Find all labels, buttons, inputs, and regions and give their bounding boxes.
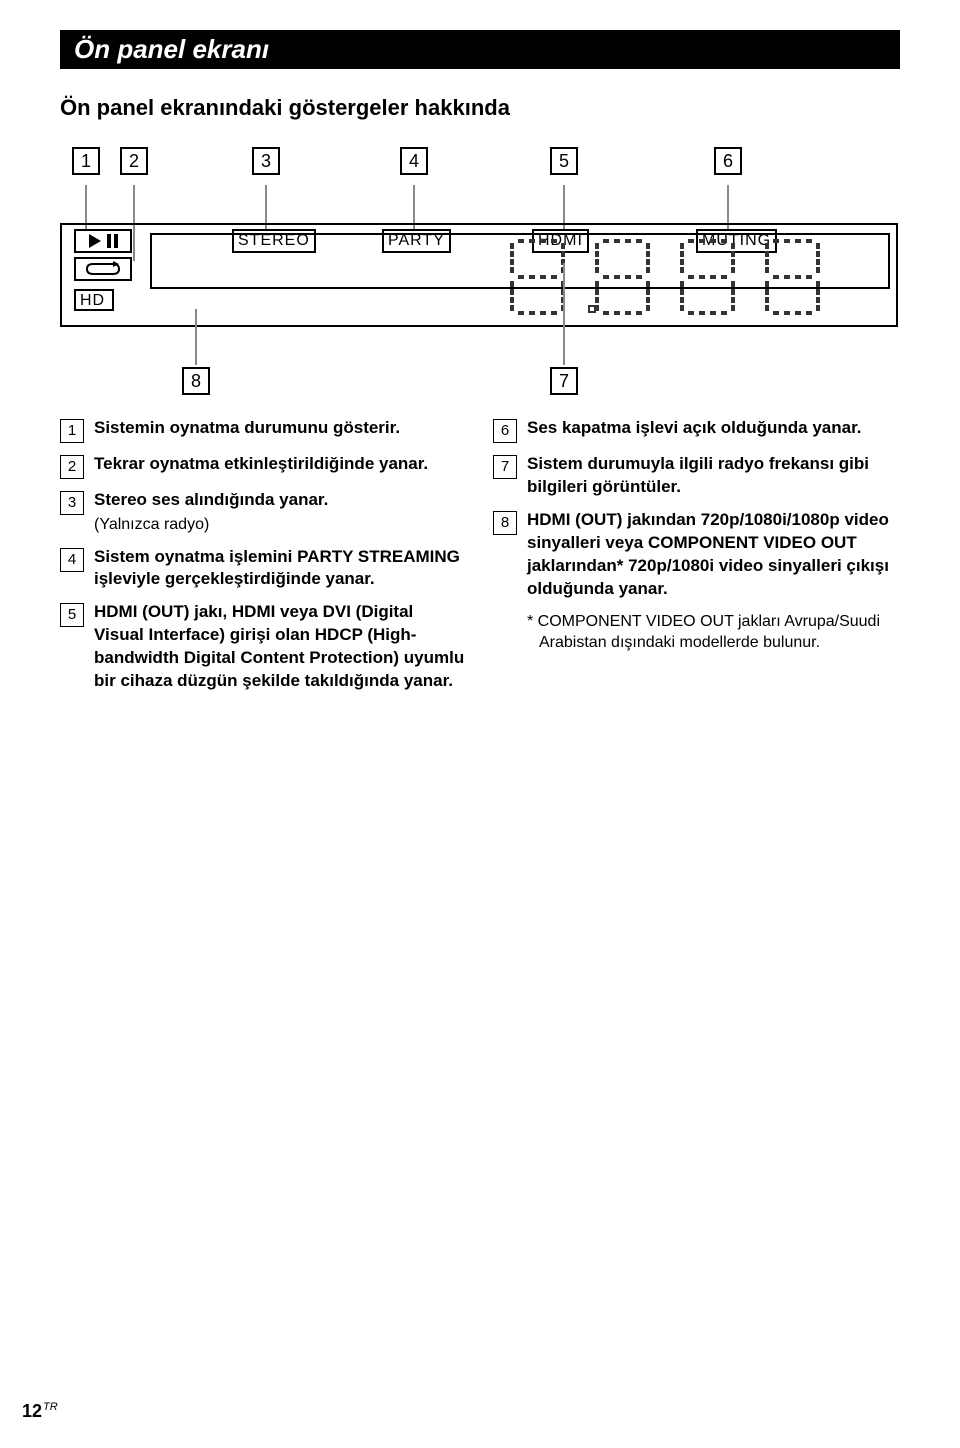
item-8: 8 HDMI (OUT) jakından 720p/1080i/1080p v… [493,509,900,601]
item-5-text: HDMI (OUT) jakı, HDMI veya DVI (Digital … [94,601,467,693]
decimal-dot [588,305,596,313]
item-6-number: 6 [493,419,517,443]
callout-8: 8 [182,367,210,395]
descriptions-right: 6 Ses kapatma işlevi açık olduğunda yana… [493,417,900,703]
page-subtitle: Ön panel ekranındaki göstergeler hakkınd… [60,95,900,121]
callout-5: 5 [550,147,578,175]
repeat-icon [74,257,132,281]
item-4-number: 4 [60,548,84,572]
callout-7: 7 [550,367,578,395]
item-8-number: 8 [493,511,517,535]
callouts-top: 1 2 3 4 5 6 [60,147,900,187]
item-2-text: Tekrar oynatma etkinleştirildiğinde yana… [94,453,467,479]
item-1: 1 Sistemin oynatma durumunu gösterir. [60,417,467,443]
seven-segment-display [510,239,820,315]
item-2-number: 2 [60,455,84,479]
item-7-number: 7 [493,455,517,479]
item-5-number: 5 [60,603,84,627]
play-pause-icon [74,229,132,253]
item-1-number: 1 [60,419,84,443]
page-number: 12TR [22,1401,58,1422]
item-1-text: Sistemin oynatma durumunu gösterir. [94,417,467,443]
callout-6: 6 [714,147,742,175]
hd-indicator: HD [74,289,114,311]
item-4: 4 Sistem oynatma işlemini PARTY STREAMIN… [60,546,467,592]
descriptions: 1 Sistemin oynatma durumunu gösterir. 2 … [60,417,900,703]
item-7-text: Sistem durumuyla ilgili radyo frekansı g… [527,453,900,499]
item-4-text: Sistem oynatma işlemini PARTY STREAMING … [94,546,467,592]
callout-2: 2 [120,147,148,175]
page-title: Ön panel ekranı [60,30,900,69]
item-7: 7 Sistem durumuyla ilgili radyo frekansı… [493,453,900,499]
item-8-text: HDMI (OUT) jakından 720p/1080i/1080p vid… [527,509,900,601]
item-6-text: Ses kapatma işlevi açık olduğunda yanar. [527,417,900,443]
item-2: 2 Tekrar oynatma etkinleştirildiğinde ya… [60,453,467,479]
callout-1: 1 [72,147,100,175]
callout-3: 3 [252,147,280,175]
item-5: 5 HDMI (OUT) jakı, HDMI veya DVI (Digita… [60,601,467,693]
callout-4: 4 [400,147,428,175]
footnote: * COMPONENT VIDEO OUT jakları Avrupa/Suu… [527,611,900,654]
callouts-bottom: 8 7 [60,335,900,405]
item-6: 6 Ses kapatma işlevi açık olduğunda yana… [493,417,900,443]
item-3-number: 3 [60,491,84,515]
descriptions-left: 1 Sistemin oynatma durumunu gösterir. 2 … [60,417,467,703]
item-3: 3 Stereo ses alındığında yanar.(Yalnızca… [60,489,467,536]
display-panel: HD STEREO PARTY HDMI MUTING [60,197,898,327]
item-3-text: Stereo ses alındığında yanar.(Yalnızca r… [94,489,467,536]
